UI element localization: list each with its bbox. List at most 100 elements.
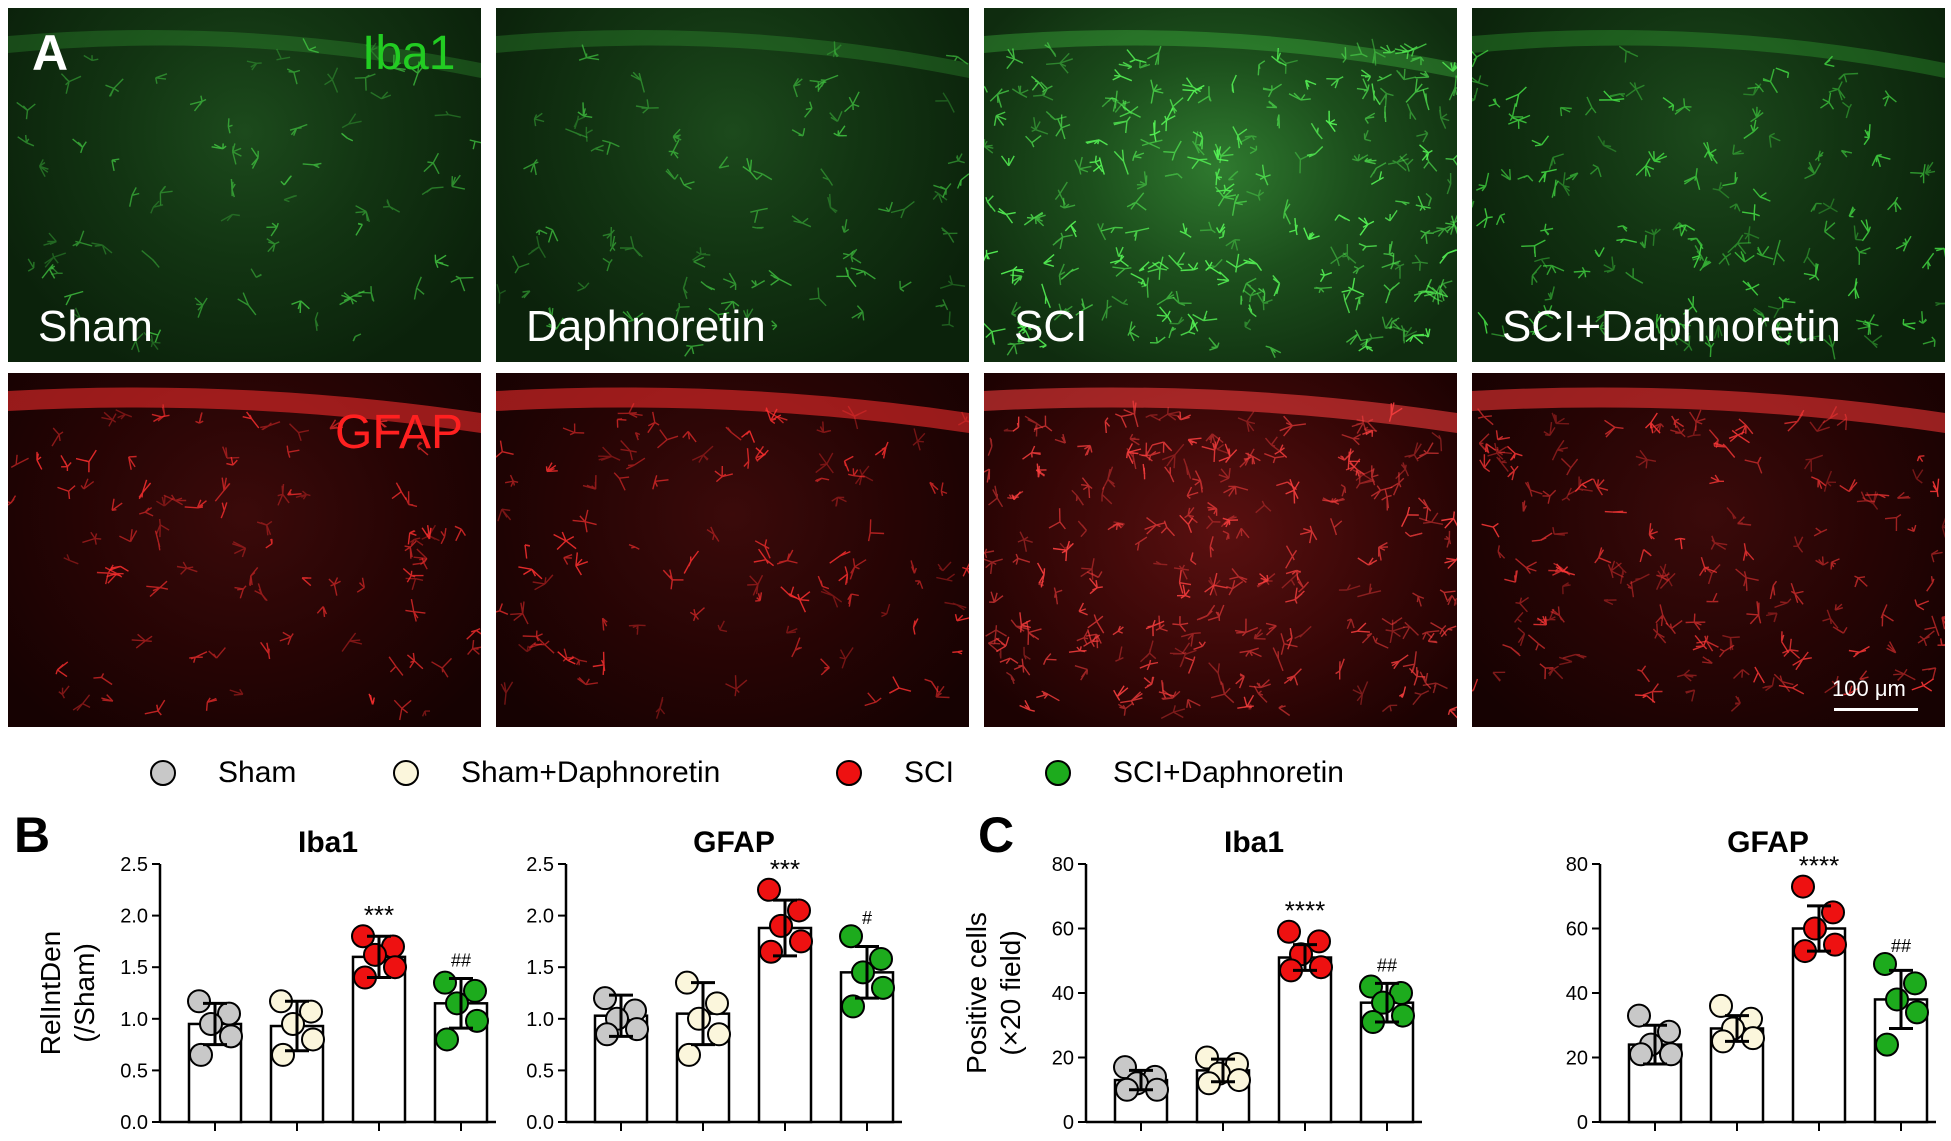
scale-bar-label: 100 μm	[1832, 676, 1906, 701]
y-tick-label: 1.5	[526, 957, 554, 979]
significance-label: ##	[1891, 936, 1911, 956]
panel-letter-a: A	[32, 25, 69, 81]
significance-label: ****	[1799, 851, 1839, 881]
chart-b-gfap: GFAP 0.0 0.5 1.0 1.5 2.0 2.5 *** #	[526, 826, 902, 1134]
micrograph-texture	[8, 30, 481, 353]
micrograph-texture	[984, 387, 1457, 720]
y-axis-label: Positive cells	[961, 912, 992, 1074]
chart-title: GFAP	[693, 826, 775, 859]
data-point	[1709, 993, 1733, 1018]
data-point	[625, 1017, 649, 1042]
legend-label: Sham+Daphnoretin	[461, 756, 721, 789]
micrograph-texture	[496, 30, 969, 357]
significance-label: ***	[770, 854, 800, 884]
micrograph-texture	[1472, 30, 1945, 360]
data-point	[1227, 1068, 1251, 1093]
data-point	[465, 1008, 489, 1033]
y-tick-label: 80	[1566, 854, 1588, 876]
condition-label: SCI+Daphnoretin	[1502, 302, 1841, 351]
data-point	[1741, 1026, 1765, 1051]
panel-letter-c: C	[978, 807, 1015, 863]
data-point	[1309, 955, 1333, 980]
y-tick-label: 60	[1566, 919, 1588, 941]
y-tick-label: 0.5	[526, 1060, 554, 1082]
data-point	[1885, 987, 1909, 1012]
data-point	[757, 877, 781, 902]
chart-b-iba1: Iba1 0.0 0.5 1.0 1.5 2.0 2.5 RelIntDen (/Sham) **…	[35, 826, 496, 1134]
y-axis-label-unit: (×20 field)	[995, 930, 1026, 1055]
data-point	[1875, 1032, 1899, 1057]
data-point	[759, 939, 783, 964]
data-point	[841, 994, 865, 1019]
data-point	[189, 1042, 213, 1067]
data-point	[1359, 974, 1383, 999]
chart-title: Iba1	[298, 826, 358, 859]
y-tick-label: 0	[1063, 1112, 1074, 1134]
data-point	[851, 960, 875, 985]
data-point	[199, 1011, 223, 1036]
y-tick-label: 40	[1566, 983, 1588, 1005]
micrograph-iba1-sci: SCI	[984, 8, 1457, 362]
data-point	[787, 898, 811, 923]
y-tick-label: 20	[1566, 1048, 1588, 1070]
micrograph-texture	[984, 30, 1457, 358]
data-point	[383, 955, 407, 980]
legend-label: SCI+Daphnoretin	[1113, 756, 1344, 789]
data-point	[687, 1006, 711, 1031]
data-point	[219, 1024, 243, 1049]
data-point	[435, 1027, 459, 1052]
y-tick-label: 1.0	[120, 1009, 148, 1031]
y-tick-label: 20	[1052, 1048, 1074, 1070]
chart-title: Iba1	[1224, 826, 1284, 859]
legend-label: SCI	[904, 756, 955, 789]
legend-marker	[150, 760, 176, 786]
data-point	[705, 991, 729, 1016]
y-axis-label: RelIntDen	[35, 931, 66, 1056]
y-tick-label: 60	[1052, 919, 1074, 941]
data-point	[707, 1022, 731, 1047]
data-point	[789, 929, 813, 954]
condition-label: SCI	[1014, 302, 1088, 351]
data-point	[1629, 1042, 1653, 1067]
data-point	[769, 913, 793, 938]
y-tick-label: 40	[1052, 983, 1074, 1005]
data-point	[1627, 1003, 1651, 1028]
data-point	[433, 970, 457, 995]
y-tick-label: 80	[1052, 854, 1074, 876]
data-point	[677, 1042, 701, 1067]
data-point	[1803, 916, 1827, 941]
data-point	[1659, 1042, 1683, 1067]
significance-label: ***	[364, 900, 394, 930]
micrograph-iba1-sham: Sham	[8, 8, 481, 362]
data-point	[839, 924, 863, 949]
condition-label: Daphnoretin	[526, 302, 766, 351]
data-point	[1307, 929, 1331, 954]
legend-marker	[836, 760, 862, 786]
legend-item-sham: Sham	[150, 756, 296, 790]
micrograph-gfap-sci	[984, 373, 1457, 727]
significance-label: #	[862, 908, 872, 928]
data-point	[1197, 1071, 1221, 1096]
data-point	[1905, 1000, 1929, 1025]
y-tick-label: 0	[1577, 1112, 1588, 1134]
data-point	[445, 991, 469, 1016]
chart-title: GFAP	[1727, 826, 1809, 859]
y-tick-label: 2.5	[120, 854, 148, 876]
significance-label: ##	[451, 951, 471, 971]
micrograph-texture	[8, 387, 481, 721]
legend-item-sci-daphnoretin: SCI+Daphnoretin	[1045, 756, 1344, 790]
data-point	[299, 999, 323, 1024]
micrograph-gfap-sham	[8, 373, 481, 727]
y-axis-label-unit: (/Sham)	[69, 943, 100, 1043]
data-point	[463, 978, 487, 1003]
data-point	[869, 946, 893, 971]
scale-bar	[1834, 708, 1918, 711]
significance-label: ##	[1377, 955, 1397, 975]
chart-c-gfap: GFAP 0 20 40 60 80 **** ##	[1566, 826, 1936, 1134]
data-point	[595, 1022, 619, 1047]
y-tick-label: 2.5	[526, 854, 554, 876]
data-point	[1277, 919, 1301, 944]
y-tick-label: 0.0	[120, 1112, 148, 1134]
micrograph-texture	[1472, 387, 1945, 712]
y-tick-label: 2.0	[120, 906, 148, 928]
